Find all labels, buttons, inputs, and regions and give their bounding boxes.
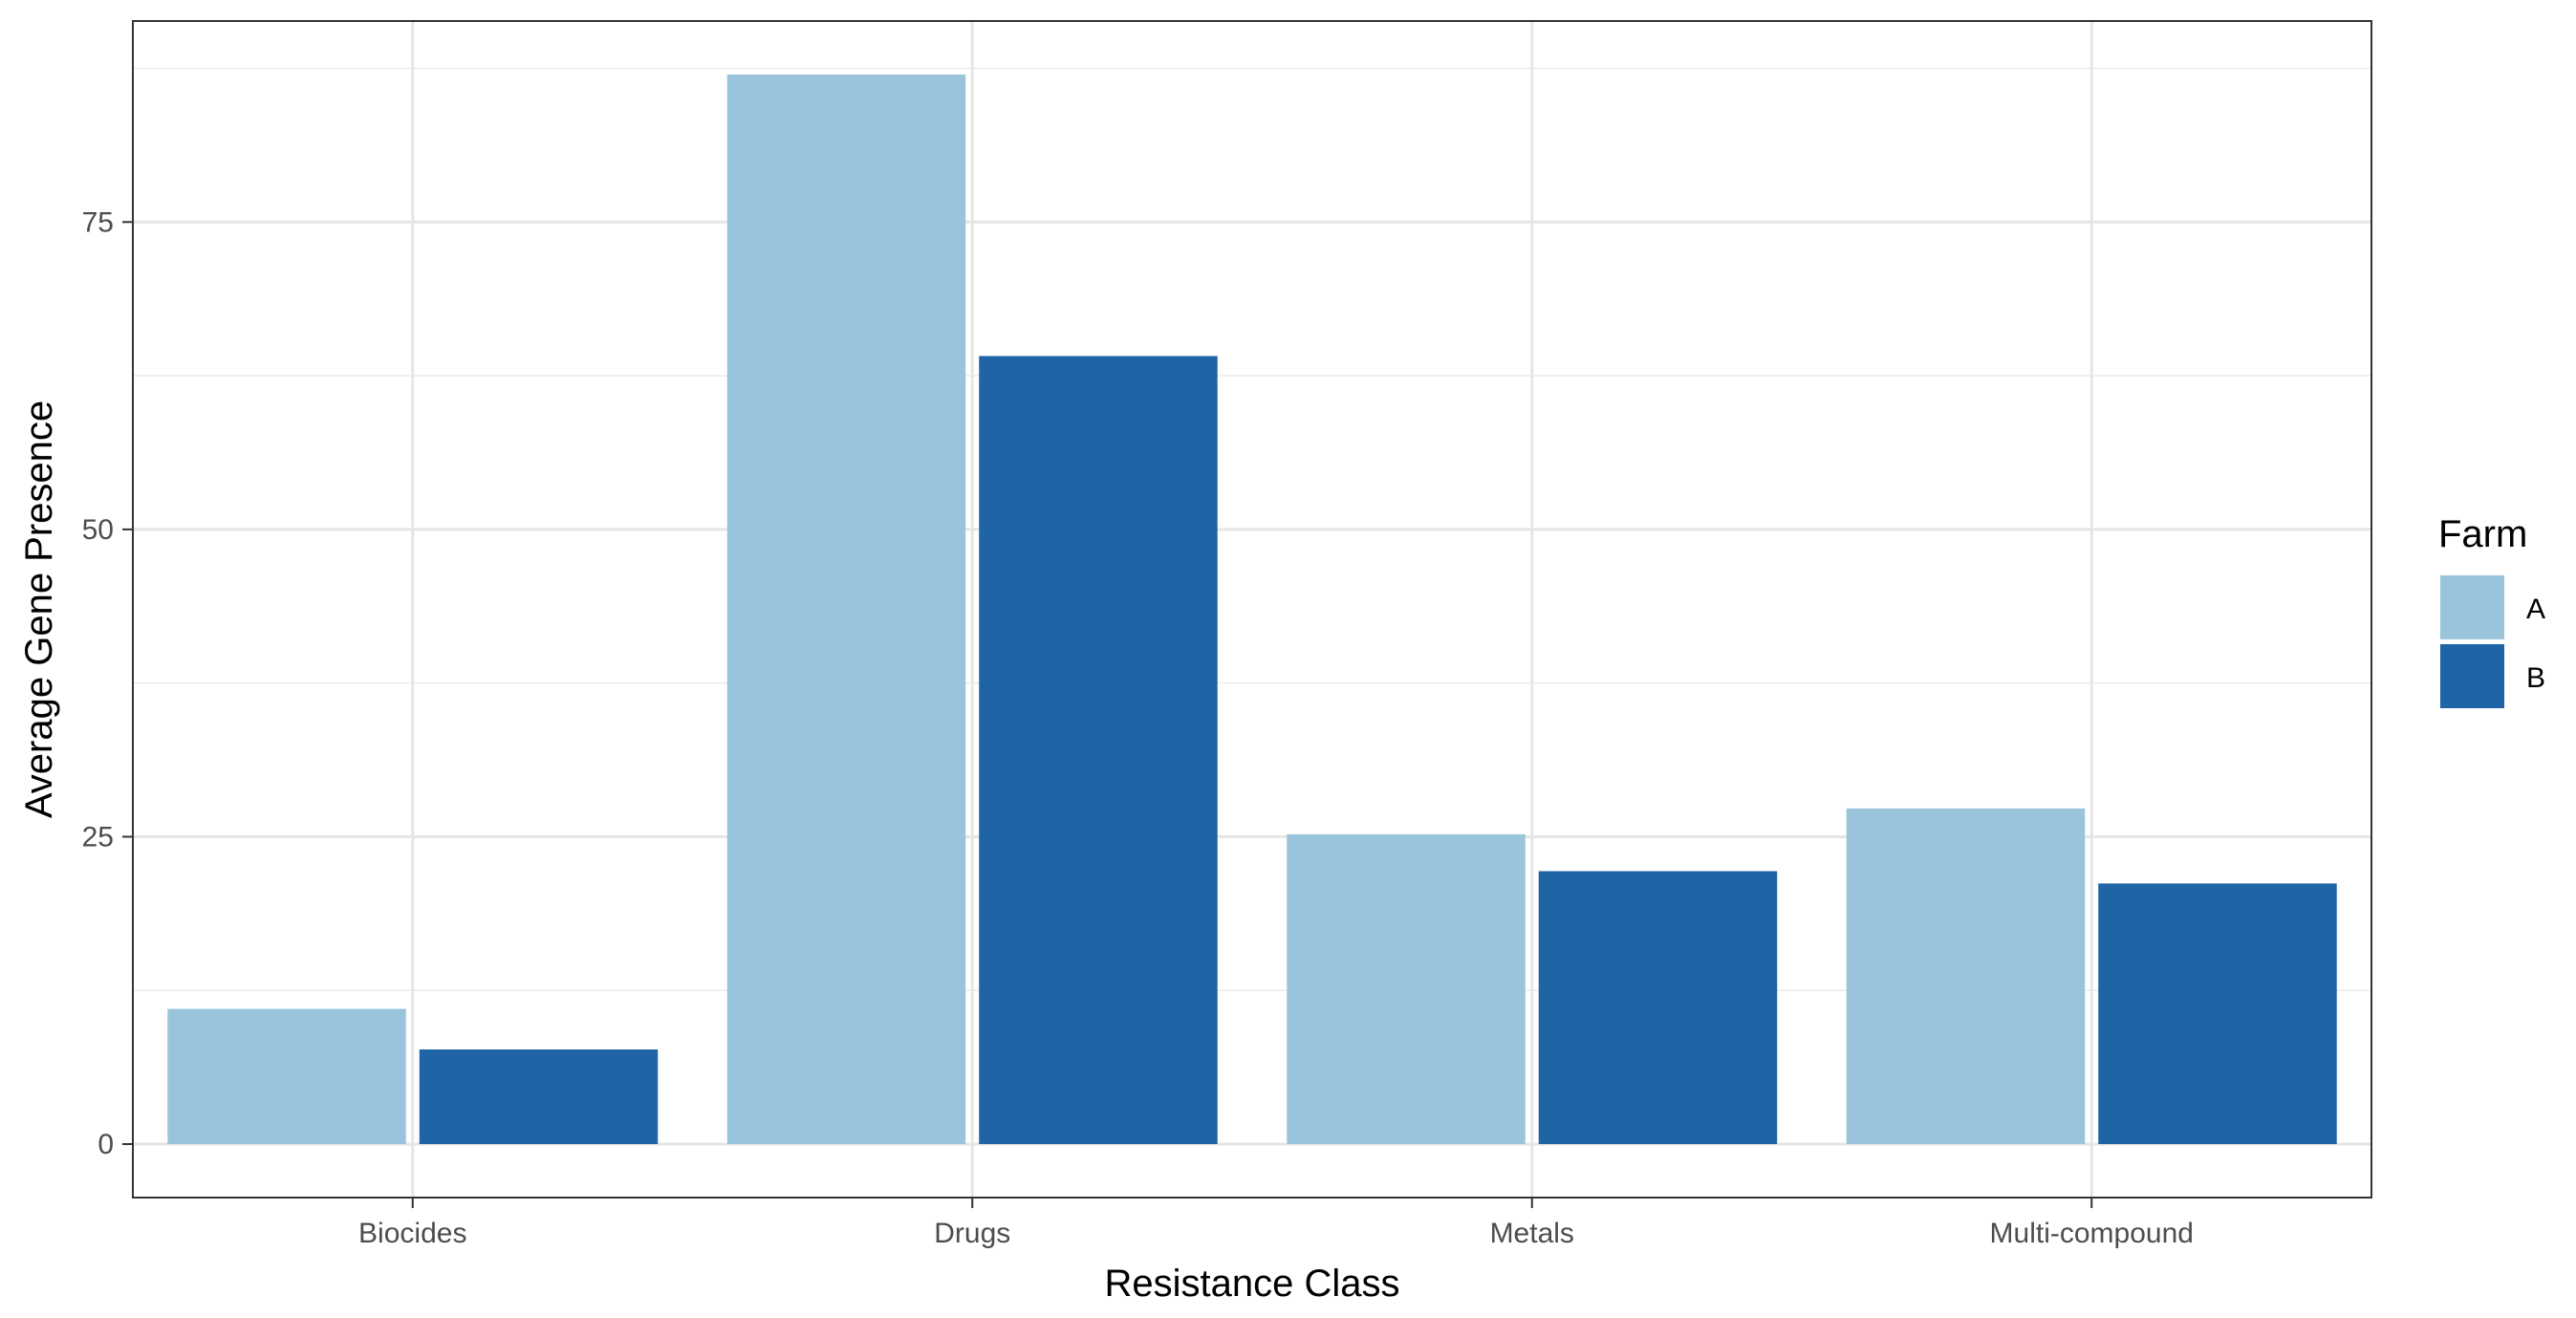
- panel-border: [132, 20, 2372, 1199]
- x-axis: Biocides Drugs Metals Multi-compound: [358, 1198, 2194, 1249]
- bar-B-biocides: [419, 1048, 659, 1145]
- bar-B-drugs: [979, 356, 1218, 1145]
- x-axis-title: Resistance Class: [1104, 1263, 1399, 1305]
- bars: [167, 74, 2337, 1145]
- y-axis: 0 25 50 75: [82, 206, 133, 1160]
- x-tick-label: Biocides: [358, 1218, 466, 1249]
- bar-A-metals: [1287, 833, 1526, 1145]
- legend-label: B: [2526, 662, 2545, 694]
- bar-A-drugs: [726, 74, 966, 1145]
- legend: Farm A B: [2438, 513, 2545, 708]
- plot-panel: [132, 20, 2372, 1199]
- x-tick-label: Drugs: [934, 1218, 1010, 1249]
- bar-B-metals: [1538, 871, 1778, 1145]
- bar-A-multi-compound: [1846, 808, 2086, 1145]
- y-tick-label: 50: [82, 514, 114, 546]
- legend-key-B: [2440, 644, 2504, 708]
- y-tick-label: 75: [82, 206, 114, 238]
- y-tick-label: 0: [97, 1129, 114, 1160]
- legend-title: Farm: [2438, 513, 2527, 555]
- y-tick-label: 25: [82, 821, 114, 853]
- bar-A-biocides: [167, 1008, 406, 1145]
- y-axis-title: Average Gene Presence: [18, 400, 60, 818]
- x-tick-label: Multi-compound: [1990, 1218, 2194, 1249]
- bar-B-multi-compound: [2098, 883, 2337, 1145]
- x-tick-label: Metals: [1490, 1218, 1574, 1249]
- legend-key-A: [2440, 575, 2504, 639]
- legend-label: A: [2526, 594, 2545, 625]
